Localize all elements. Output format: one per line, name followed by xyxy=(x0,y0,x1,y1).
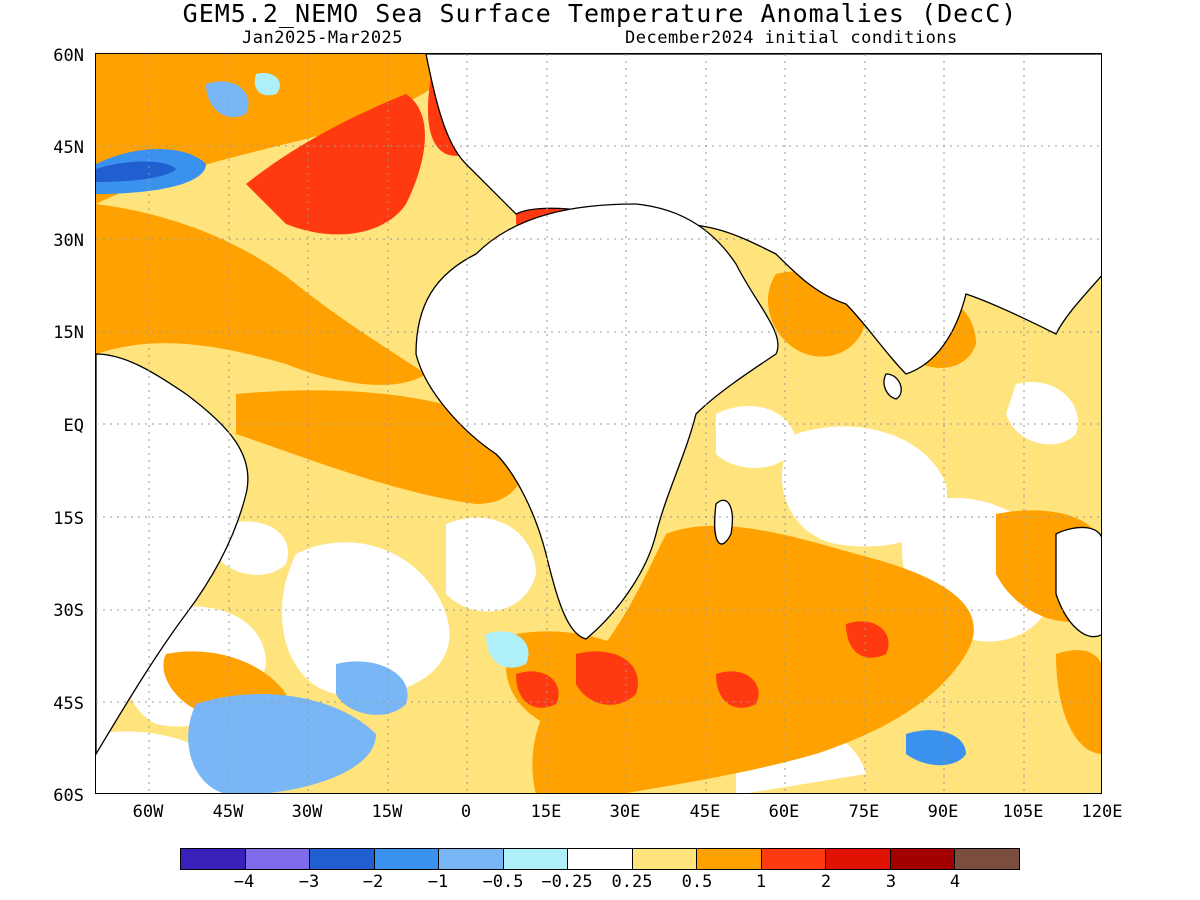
lon-label-60e: 60E xyxy=(768,802,800,822)
colorbar-swatch xyxy=(890,849,956,869)
colorbar-label: −0.25 xyxy=(541,872,593,892)
lat-label-15n: 15N xyxy=(53,323,84,343)
colorbar-swatch xyxy=(955,849,1019,869)
colorbar-swatch xyxy=(826,849,891,869)
colorbar-label: −2 xyxy=(362,872,384,892)
colorbar-label: −1 xyxy=(427,872,449,892)
lon-label-15w: 15W xyxy=(371,802,403,822)
lon-label-45w: 45W xyxy=(212,802,244,822)
lon-label-105e: 105E xyxy=(1002,802,1044,822)
anomaly-map xyxy=(96,54,1101,793)
lat-label-60s: 60S xyxy=(53,786,84,806)
lon-label-75e: 75E xyxy=(848,802,880,822)
colorbar-swatch xyxy=(761,849,827,869)
colorbar-swatch xyxy=(181,849,246,869)
colorbar-label: 0.5 xyxy=(681,872,713,892)
lon-label-30e: 30E xyxy=(609,802,641,822)
lat-label-eq: EQ xyxy=(63,416,84,436)
lon-label-30w: 30W xyxy=(291,802,323,822)
lat-label-45n: 45N xyxy=(53,138,84,158)
map-plot-area xyxy=(95,53,1102,794)
map-gridlines xyxy=(96,54,1101,793)
colorbar-swatch xyxy=(439,849,504,869)
lat-label-45s: 45S xyxy=(53,694,84,714)
colorbar-label: −4 xyxy=(233,872,255,892)
lat-label-60n: 60N xyxy=(53,46,84,66)
colorbar-label: 1 xyxy=(755,872,767,892)
colorbar-swatch xyxy=(632,849,698,869)
lon-label-120e: 120E xyxy=(1081,802,1123,822)
lat-label-30n: 30N xyxy=(53,231,84,251)
colorbar-swatch xyxy=(503,849,569,869)
initial-conditions: December2024 initial conditions xyxy=(625,28,958,48)
colorbar-label: 2 xyxy=(820,872,832,892)
lon-label-60w: 60W xyxy=(132,802,164,822)
warm-anomaly-regions xyxy=(96,54,1101,793)
lat-label-30s: 30S xyxy=(53,601,84,621)
forecast-period: Jan2025-Mar2025 xyxy=(242,28,404,48)
colorbar-label: −0.5 xyxy=(482,872,524,892)
colorbar-label: 0.25 xyxy=(611,872,653,892)
colorbar-label: −3 xyxy=(298,872,320,892)
lat-label-15s: 15S xyxy=(53,509,84,529)
cool-anomaly-regions xyxy=(96,73,966,793)
colorbar-swatch xyxy=(245,849,311,869)
colorbar-legend xyxy=(180,848,1020,870)
chart-title: GEM5.2_NEMO Sea Surface Temperature Anom… xyxy=(182,0,1018,28)
lon-label-90e: 90E xyxy=(927,802,959,822)
land-masses xyxy=(96,54,1101,756)
colorbar-label: 4 xyxy=(949,872,961,892)
colorbar-swatch xyxy=(310,849,375,869)
lon-label-45e: 45E xyxy=(689,802,721,822)
colorbar-swatch xyxy=(568,849,633,869)
lon-label-15e: 15E xyxy=(530,802,562,822)
colorbar-label: 3 xyxy=(885,872,897,892)
lon-label-0: 0 xyxy=(460,802,472,822)
colorbar-swatch xyxy=(697,849,762,869)
colorbar-swatch xyxy=(374,849,440,869)
